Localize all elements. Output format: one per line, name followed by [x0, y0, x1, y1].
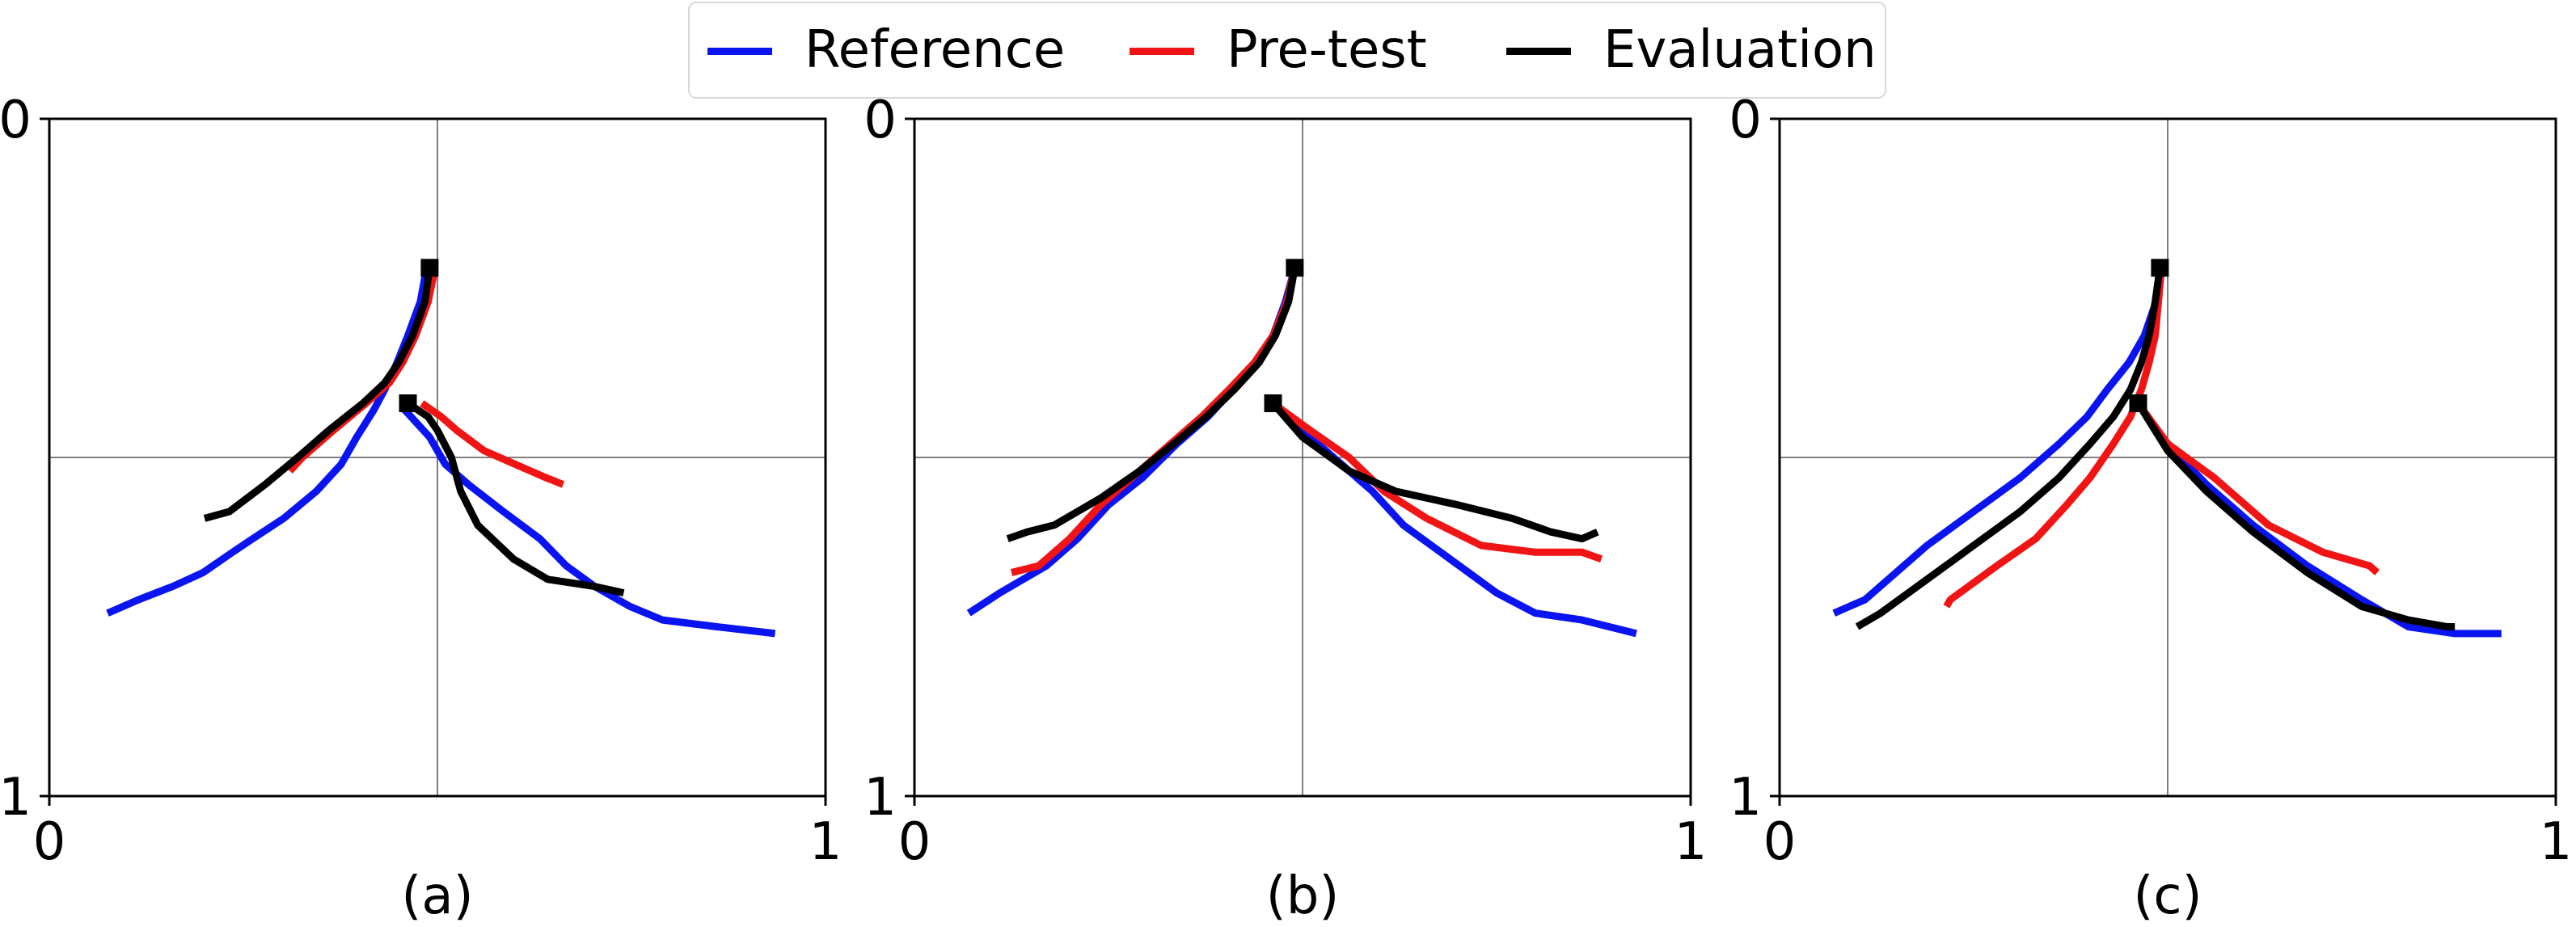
- y-tick-label: 0: [0, 91, 32, 150]
- x-tick-label: 1: [1674, 812, 1708, 872]
- x-tick-label: 0: [1763, 812, 1797, 872]
- chart-panel-3: 0 101(c): [1729, 91, 2572, 926]
- series-line-evaluation: [1855, 267, 2164, 630]
- start-marker: [1264, 394, 1282, 412]
- x-tick-label: 1: [809, 812, 842, 872]
- series-line-pre-test: [1943, 267, 2165, 609]
- panel-label: (c): [2133, 866, 2202, 926]
- series-line-evaluation: [2135, 401, 2456, 630]
- start-marker: [2151, 259, 2169, 277]
- legend-swatch-evaluation: [1506, 48, 1571, 55]
- series-evaluation: [203, 267, 625, 596]
- series-pre-test: [1010, 267, 1603, 576]
- series-line-pre-test: [2135, 401, 2380, 575]
- series-line-reference: [1270, 400, 1637, 638]
- start-marker: [420, 259, 439, 277]
- series-line-evaluation: [203, 267, 433, 522]
- y-tick-label: 0: [864, 91, 897, 150]
- legend-swatch-reference: [707, 48, 772, 55]
- y-tick-label: 1: [1729, 768, 1762, 828]
- series-line-reference: [2135, 401, 2502, 638]
- series-line-reference: [106, 267, 431, 617]
- chart-panel-2: 0 101(b): [864, 91, 1707, 926]
- plot-frame: [48, 117, 827, 798]
- series-line-pre-test: [420, 400, 565, 488]
- panel-label: (a): [401, 866, 473, 926]
- plot-frame: [913, 117, 1692, 798]
- series-line-evaluation: [1270, 401, 1599, 543]
- start-marker: [399, 394, 417, 412]
- series-evaluation: [1006, 267, 1599, 543]
- legend-swatch-pre-test: [1130, 48, 1194, 55]
- y-tick-label: 1: [864, 768, 897, 828]
- series-line-reference: [402, 407, 776, 638]
- legend-label-pre-test: Pre-test: [1227, 20, 1427, 80]
- x-tick-label: 0: [898, 812, 931, 872]
- series-line-pre-test: [1270, 400, 1603, 563]
- legend: Reference Pre-test Evaluation: [688, 2, 1886, 99]
- plot-frame: [1778, 117, 2557, 798]
- series-line-reference: [1832, 307, 2157, 617]
- y-tick-label: 1: [0, 768, 32, 828]
- start-marker: [2129, 394, 2147, 412]
- legend-label-reference: Reference: [804, 20, 1066, 80]
- series-evaluation: [1855, 267, 2456, 630]
- x-tick-label: 0: [33, 812, 66, 872]
- series-line-evaluation: [406, 400, 625, 596]
- series-reference: [106, 267, 776, 638]
- series-line-evaluation: [1006, 267, 1299, 542]
- x-tick-label: 1: [2540, 812, 2573, 872]
- series-line-reference: [966, 267, 1299, 617]
- panel-label: (b): [1266, 866, 1340, 926]
- y-tick-label: 0: [1729, 91, 1762, 150]
- chart-panel-1: 0 101(a): [0, 91, 842, 926]
- legend-label-evaluation: Evaluation: [1603, 20, 1877, 80]
- start-marker: [1286, 259, 1304, 277]
